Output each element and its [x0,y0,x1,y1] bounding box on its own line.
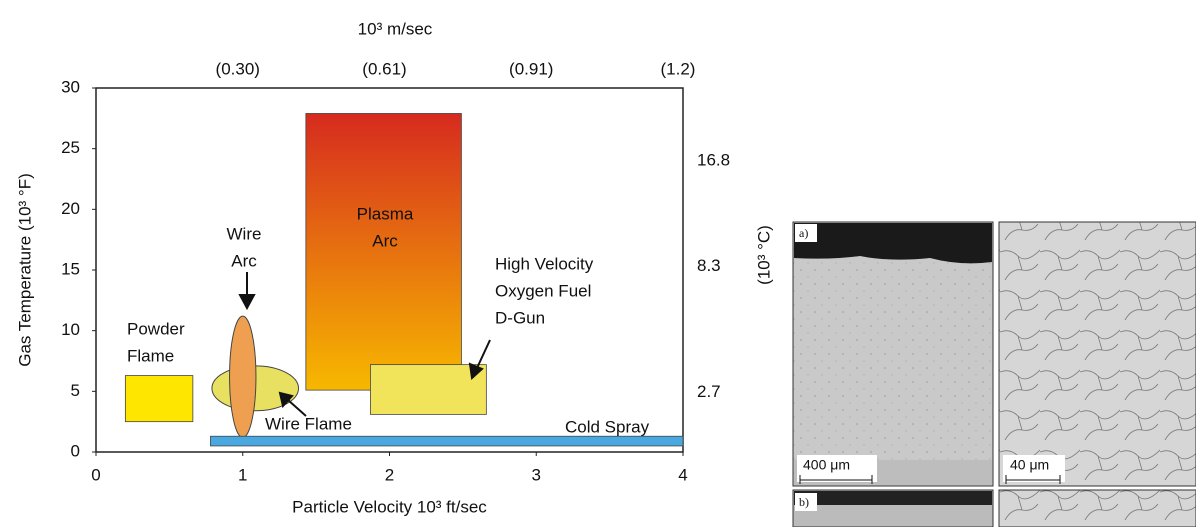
y2-axis-title: (10³ °C) [754,225,773,285]
x2-tick-label: (0.91) [509,59,553,78]
y-tick-label: 25 [61,138,80,157]
x-tick-label: 0 [91,465,100,484]
region-label: High Velocity [495,254,594,273]
y-tick-label: 20 [61,199,80,218]
region-label: Cold Spray [565,417,650,436]
region-label: Wire [227,224,262,243]
y-tick-label: 15 [61,259,80,278]
panel-label: b) [799,495,809,509]
y2-tick-label: 16.8 [697,150,730,169]
y-tick-label: 30 [61,77,80,96]
y2-tick-label: 2.7 [697,382,721,401]
x2-tick-label: (1.2) [661,59,696,78]
figure: 0 5 10 15 20 25 30 0 1 2 3 4 (0.30) (0.61) (0.91) (1.2)… [0,0,1196,527]
x2-axis-title: 10³ m/sec [358,19,433,38]
region [306,113,462,390]
region-label: D-Gun [495,308,545,327]
region [210,436,683,446]
y-axis-title: Gas Temperature (10³ °F) [15,173,34,367]
region-label: Plasma [357,204,414,223]
x-axis-title: Particle Velocity 10³ ft/sec [292,497,487,516]
x-tick-label: 4 [678,465,687,484]
scale-bar-label: 40 μm [1010,457,1049,473]
y2-tick-label: 8.3 [697,256,721,275]
region [370,365,486,415]
x-tick-label: 1 [238,465,247,484]
y-tick-label: 10 [61,320,80,339]
region-label: Arc [231,251,257,270]
region-label: Arc [372,231,398,250]
region-label: Powder [127,319,185,338]
y-tick-label: 5 [71,381,80,400]
x-tick-label: 3 [532,465,541,484]
scale-bar-label: 400 μm [803,457,850,473]
region-label: Wire Flame [265,414,352,433]
y-tick-label: 0 [71,441,80,460]
x-tick-label: 2 [385,465,394,484]
micrographs: a) b) 400 μm 40 μm [793,222,1196,527]
region-label: Flame [127,346,174,365]
x2-tick-label: (0.30) [216,59,260,78]
region-label: Oxygen Fuel [495,281,591,300]
panel-label: a) [799,226,808,240]
x2-tick-label: (0.61) [362,59,406,78]
region [230,316,256,437]
region [125,376,193,422]
plot: 0 5 10 15 20 25 30 0 1 2 3 4 (0.30) (0.61) (0.91) (1.2)… [15,19,773,516]
